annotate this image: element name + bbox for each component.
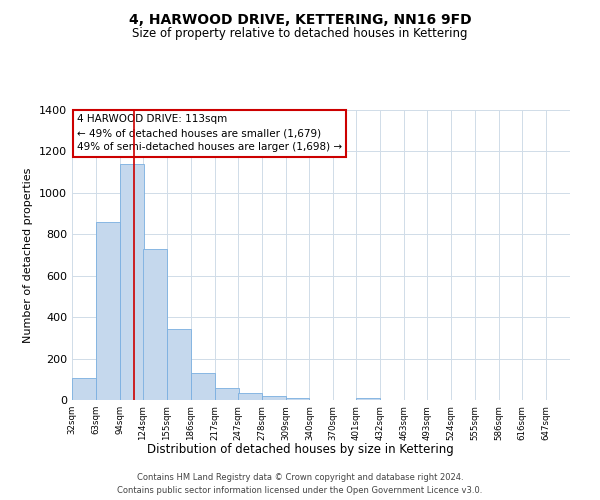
Bar: [215, 388, 239, 400]
Bar: [286, 398, 310, 400]
Bar: [167, 328, 191, 400]
Text: Contains HM Land Registry data © Crown copyright and database right 2024.: Contains HM Land Registry data © Crown c…: [137, 472, 463, 482]
Bar: [262, 396, 286, 400]
Bar: [120, 164, 143, 400]
Text: 4, HARWOOD DRIVE, KETTERING, NN16 9FD: 4, HARWOOD DRIVE, KETTERING, NN16 9FD: [128, 12, 472, 26]
Text: Size of property relative to detached houses in Kettering: Size of property relative to detached ho…: [132, 28, 468, 40]
Bar: [96, 222, 120, 400]
Bar: [238, 393, 262, 400]
Bar: [143, 249, 167, 400]
Text: 4 HARWOOD DRIVE: 113sqm
← 49% of detached houses are smaller (1,679)
49% of semi: 4 HARWOOD DRIVE: 113sqm ← 49% of detache…: [77, 114, 342, 152]
Bar: [72, 378, 96, 400]
Text: Distribution of detached houses by size in Kettering: Distribution of detached houses by size …: [146, 442, 454, 456]
Bar: [356, 398, 380, 400]
Bar: [191, 373, 215, 400]
Y-axis label: Number of detached properties: Number of detached properties: [23, 168, 34, 342]
Text: Contains public sector information licensed under the Open Government Licence v3: Contains public sector information licen…: [118, 486, 482, 495]
